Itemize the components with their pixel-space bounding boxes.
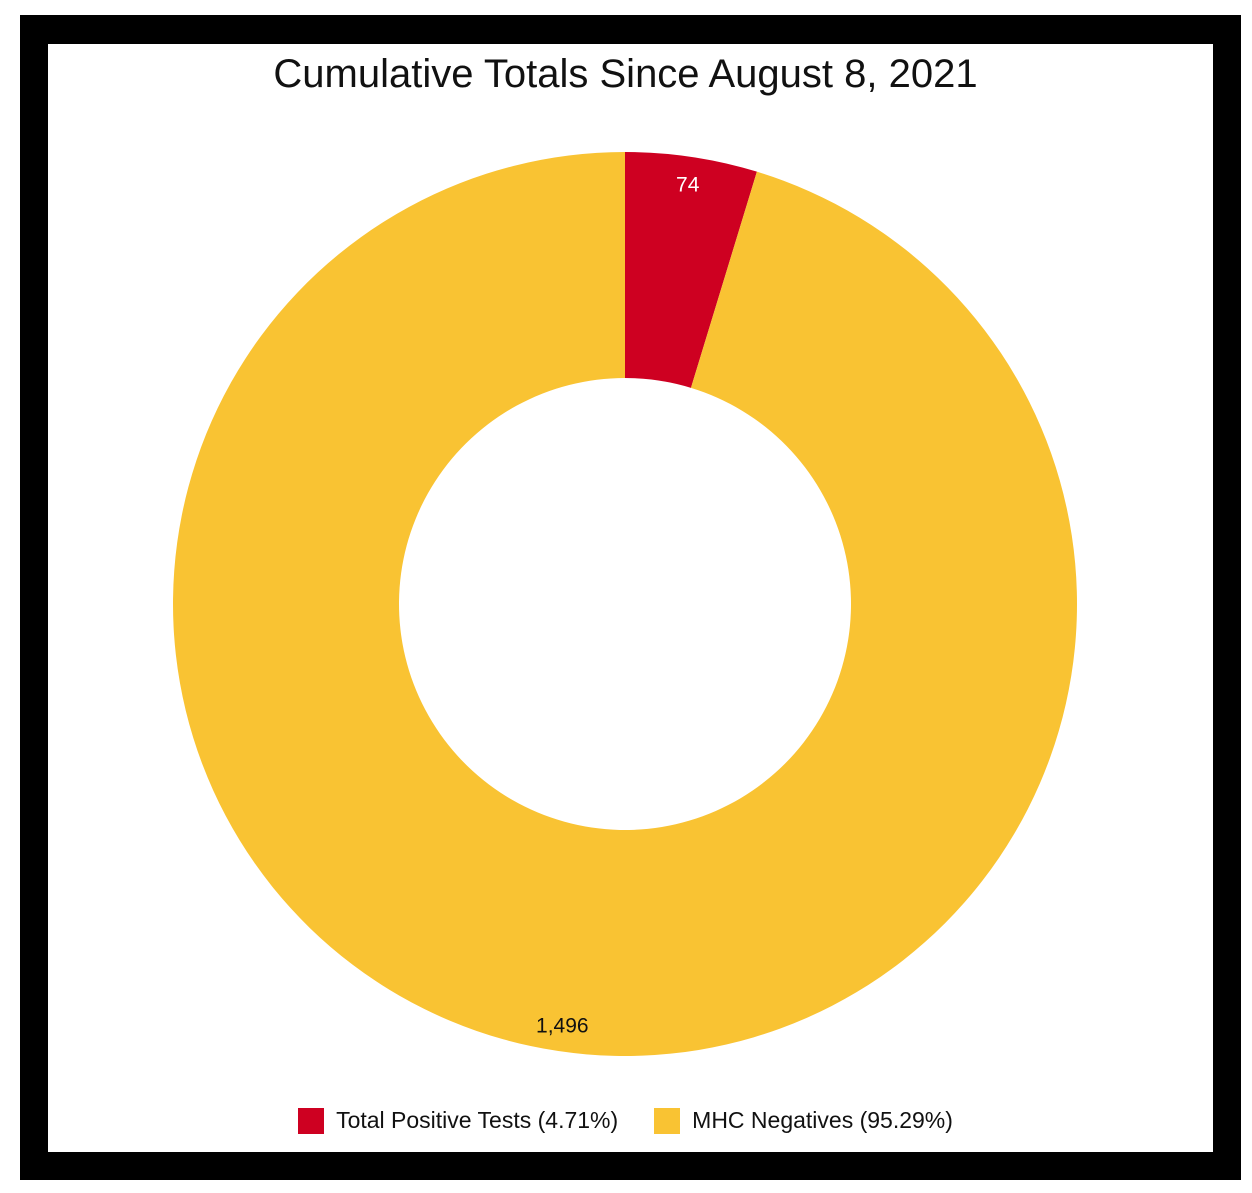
donut-chart: 74 1,496 <box>172 152 1077 1056</box>
chart-panel: Cumulative Totals Since August 8, 2021 7… <box>48 44 1213 1152</box>
chart-title: Cumulative Totals Since August 8, 2021 <box>273 52 978 96</box>
legend-label-negatives: MHC Negatives (95.29%) <box>692 1107 953 1133</box>
donut-slice-negatives[interactable] <box>172 152 1077 1056</box>
legend-label-positive: Total Positive Tests (4.71%) <box>336 1107 619 1133</box>
donut-slice-positive[interactable] <box>625 152 757 388</box>
data-label-positive: 74 <box>676 174 700 197</box>
legend-swatch-positive <box>298 1107 325 1134</box>
legend-swatch-negatives <box>654 1107 681 1134</box>
legend-item-negatives[interactable]: MHC Negatives (95.29%) <box>654 1107 953 1134</box>
data-label-negatives: 1,496 <box>536 1014 589 1037</box>
legend-item-positive[interactable]: Total Positive Tests (4.71%) <box>298 1107 618 1134</box>
chart-legend: Total Positive Tests (4.71%) MHC Negativ… <box>48 1107 1203 1134</box>
